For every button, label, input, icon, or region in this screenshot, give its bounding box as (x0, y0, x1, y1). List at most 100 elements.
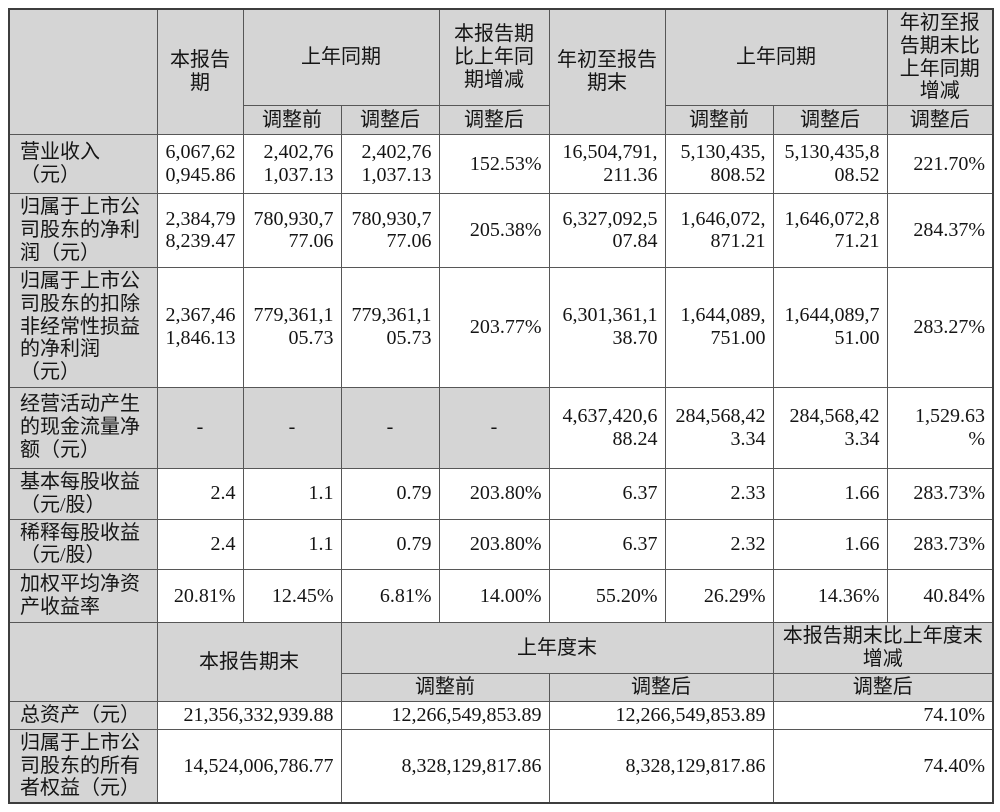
value-cell: 6.37 (548, 467, 666, 520)
value-cell: 20.81% (156, 569, 244, 624)
subheader-after-adjustment: 调整后 (438, 105, 550, 136)
subheader-after-adjustment: 调整后 (772, 673, 994, 702)
value-cell: 14,524,006,786.77 (156, 728, 342, 804)
value-cell: 152.53% (438, 134, 550, 195)
subheader-before-adjustment: 调整前 (340, 673, 550, 702)
row-diluted-eps: 稀释每股收益 （元/股） 2.4 1.1 0.79 203.80% 6.37 2… (8, 518, 994, 571)
row-label: 总资产（元） (8, 700, 158, 730)
section2-header-row-2: 调整前 调整后 调整后 (9, 673, 994, 702)
value-cell: 205.38% (438, 193, 550, 268)
value-cell: 40.84% (886, 569, 994, 624)
value-cell: 2,367,461,846.13 (156, 266, 244, 388)
row-weighted-average-roe: 加权平均净资 产收益率 20.81% 12.45% 6.81% 14.00% 5… (8, 569, 994, 624)
value-cell: 2,384,798,239.47 (156, 193, 244, 268)
value-cell: 1.1 (242, 467, 342, 520)
value-cell: 2.33 (664, 467, 774, 520)
corner-blank-cell (8, 622, 158, 702)
value-cell: 2.4 (156, 518, 244, 571)
value-cell: 779,361,105.73 (340, 266, 440, 388)
header-prior-year-same-period-right: 上年同期 (664, 8, 888, 107)
section1-header-row-2: 调整前 调整后 调整后 调整前 调整后 调整后 (9, 105, 994, 136)
value-cell: 4,637,420,688.24 (548, 386, 666, 469)
value-cell: 26.29% (664, 569, 774, 624)
section1-header-row-1: 本报告 期 上年同期 本报告期 比上年同 期增减 年初至报告 期末 上年同期 年… (8, 8, 994, 136)
value-cell: 6,067,620,945.86 (156, 134, 244, 195)
subheader-after-adjustment: 调整后 (340, 105, 440, 136)
row-basic-eps: 基本每股收益 （元/股） 2.4 1.1 0.79 203.80% 6.37 2… (8, 467, 994, 520)
value-cell: 14.36% (772, 569, 888, 624)
value-cell: 1,646,072,871.21 (664, 193, 774, 268)
value-cell: 21,356,332,939.88 (156, 700, 342, 730)
header-change-vs-prior-year-end: 本报告期末比上年度末 增减 (772, 622, 994, 675)
row-total-assets: 总资产（元） 21,356,332,939.88 12,266,549,853.… (8, 700, 994, 730)
value-cell: 284,568,423.34 (772, 386, 888, 469)
value-cell: 203.77% (438, 266, 550, 388)
value-cell: 2.4 (156, 467, 244, 520)
value-cell: 2,402,761,037.13 (340, 134, 440, 195)
value-cell-empty: - (156, 386, 244, 469)
value-cell-empty: - (438, 386, 550, 469)
value-cell-empty: - (242, 386, 342, 469)
header-current-period: 本报告 期 (156, 8, 244, 136)
value-cell: 780,930,777.06 (242, 193, 342, 268)
value-cell: 0.79 (340, 518, 440, 571)
value-cell: 8,328,129,817.86 (340, 728, 550, 804)
subheader-before-adjustment: 调整前 (664, 105, 774, 136)
value-cell: 221.70% (886, 134, 994, 195)
header-prior-year-same-period-left: 上年同期 (242, 8, 440, 107)
value-cell: 55.20% (548, 569, 666, 624)
value-cell: 283.73% (886, 518, 994, 571)
value-cell: 12,266,549,853.89 (340, 700, 550, 730)
value-cell: 1,644,089,751.00 (772, 266, 888, 388)
value-cell: 12,266,549,853.89 (548, 700, 774, 730)
subheader-after-adjustment: 调整后 (886, 105, 994, 136)
value-cell: 12.45% (242, 569, 342, 624)
value-cell: 6,301,361,138.70 (548, 266, 666, 388)
value-cell: 203.80% (438, 467, 550, 520)
value-cell: 283.27% (886, 266, 994, 388)
header-end-of-prior-year: 上年度末 (340, 622, 774, 675)
value-cell: 5,130,435,808.52 (772, 134, 888, 195)
value-cell: 74.10% (772, 700, 994, 730)
value-cell: 284,568,423.34 (664, 386, 774, 469)
value-cell: 1.66 (772, 467, 888, 520)
value-cell-empty: - (340, 386, 440, 469)
value-cell: 5,130,435,808.52 (664, 134, 774, 195)
value-cell: 780,930,777.06 (340, 193, 440, 268)
section2-header-row-1: 本报告期末 上年度末 本报告期末比上年度末 增减 (8, 622, 994, 702)
value-cell: 8,328,129,817.86 (548, 728, 774, 804)
header-change-vs-prior-same-period: 本报告期 比上年同 期增减 (438, 8, 550, 107)
corner-blank-cell (8, 8, 158, 136)
row-operating-revenue: 营业收入 （元） 6,067,620,945.86 2,402,761,037.… (8, 134, 994, 195)
row-label: 基本每股收益 （元/股） (8, 467, 158, 520)
row-label: 稀释每股收益 （元/股） (8, 518, 158, 571)
header-ytd-change-vs-prior: 年初至报 告期末比 上年同期 增减 (886, 8, 994, 107)
subheader-before-adjustment: 调整前 (242, 105, 342, 136)
row-label: 归属于上市公 司股东的净利 润（元） (8, 193, 158, 268)
row-label: 归属于上市公 司股东的所有 者权益（元） (8, 728, 158, 804)
value-cell: 6,327,092,507.84 (548, 193, 666, 268)
row-net-cash-flow-operating: 经营活动产生 的现金流量净 额（元） - - - - 4,637,420,688… (8, 386, 994, 469)
value-cell: 779,361,105.73 (242, 266, 342, 388)
value-cell: 1.1 (242, 518, 342, 571)
header-ytd-period-end: 年初至报告 期末 (548, 8, 666, 136)
row-label: 经营活动产生 的现金流量净 额（元） (8, 386, 158, 469)
value-cell: 1,529.63 % (886, 386, 994, 469)
row-net-profit-excl-nonrecurring: 归属于上市公 司股东的扣除 非经常性损益 的净利润 （元） 2,367,461,… (8, 266, 994, 388)
value-cell: 2,402,761,037.13 (242, 134, 342, 195)
value-cell: 284.37% (886, 193, 994, 268)
value-cell: 6.37 (548, 518, 666, 571)
subheader-after-adjustment: 调整后 (772, 105, 888, 136)
value-cell: 2.32 (664, 518, 774, 571)
value-cell: 6.81% (340, 569, 440, 624)
value-cell: 203.80% (438, 518, 550, 571)
row-label: 加权平均净资 产收益率 (8, 569, 158, 624)
row-label: 归属于上市公 司股东的扣除 非经常性损益 的净利润 （元） (8, 266, 158, 388)
row-net-profit-attributable: 归属于上市公 司股东的净利 润（元） 2,384,798,239.47 780,… (8, 193, 994, 268)
value-cell: 0.79 (340, 467, 440, 520)
row-owners-equity-attributable: 归属于上市公 司股东的所有 者权益（元） 14,524,006,786.77 8… (8, 728, 994, 804)
financial-summary-table: 本报告 期 上年同期 本报告期 比上年同 期增减 年初至报告 期末 上年同期 年… (8, 8, 994, 805)
subheader-after-adjustment: 调整后 (548, 673, 774, 702)
row-label: 营业收入 （元） (8, 134, 158, 195)
value-cell: 74.40% (772, 728, 994, 804)
